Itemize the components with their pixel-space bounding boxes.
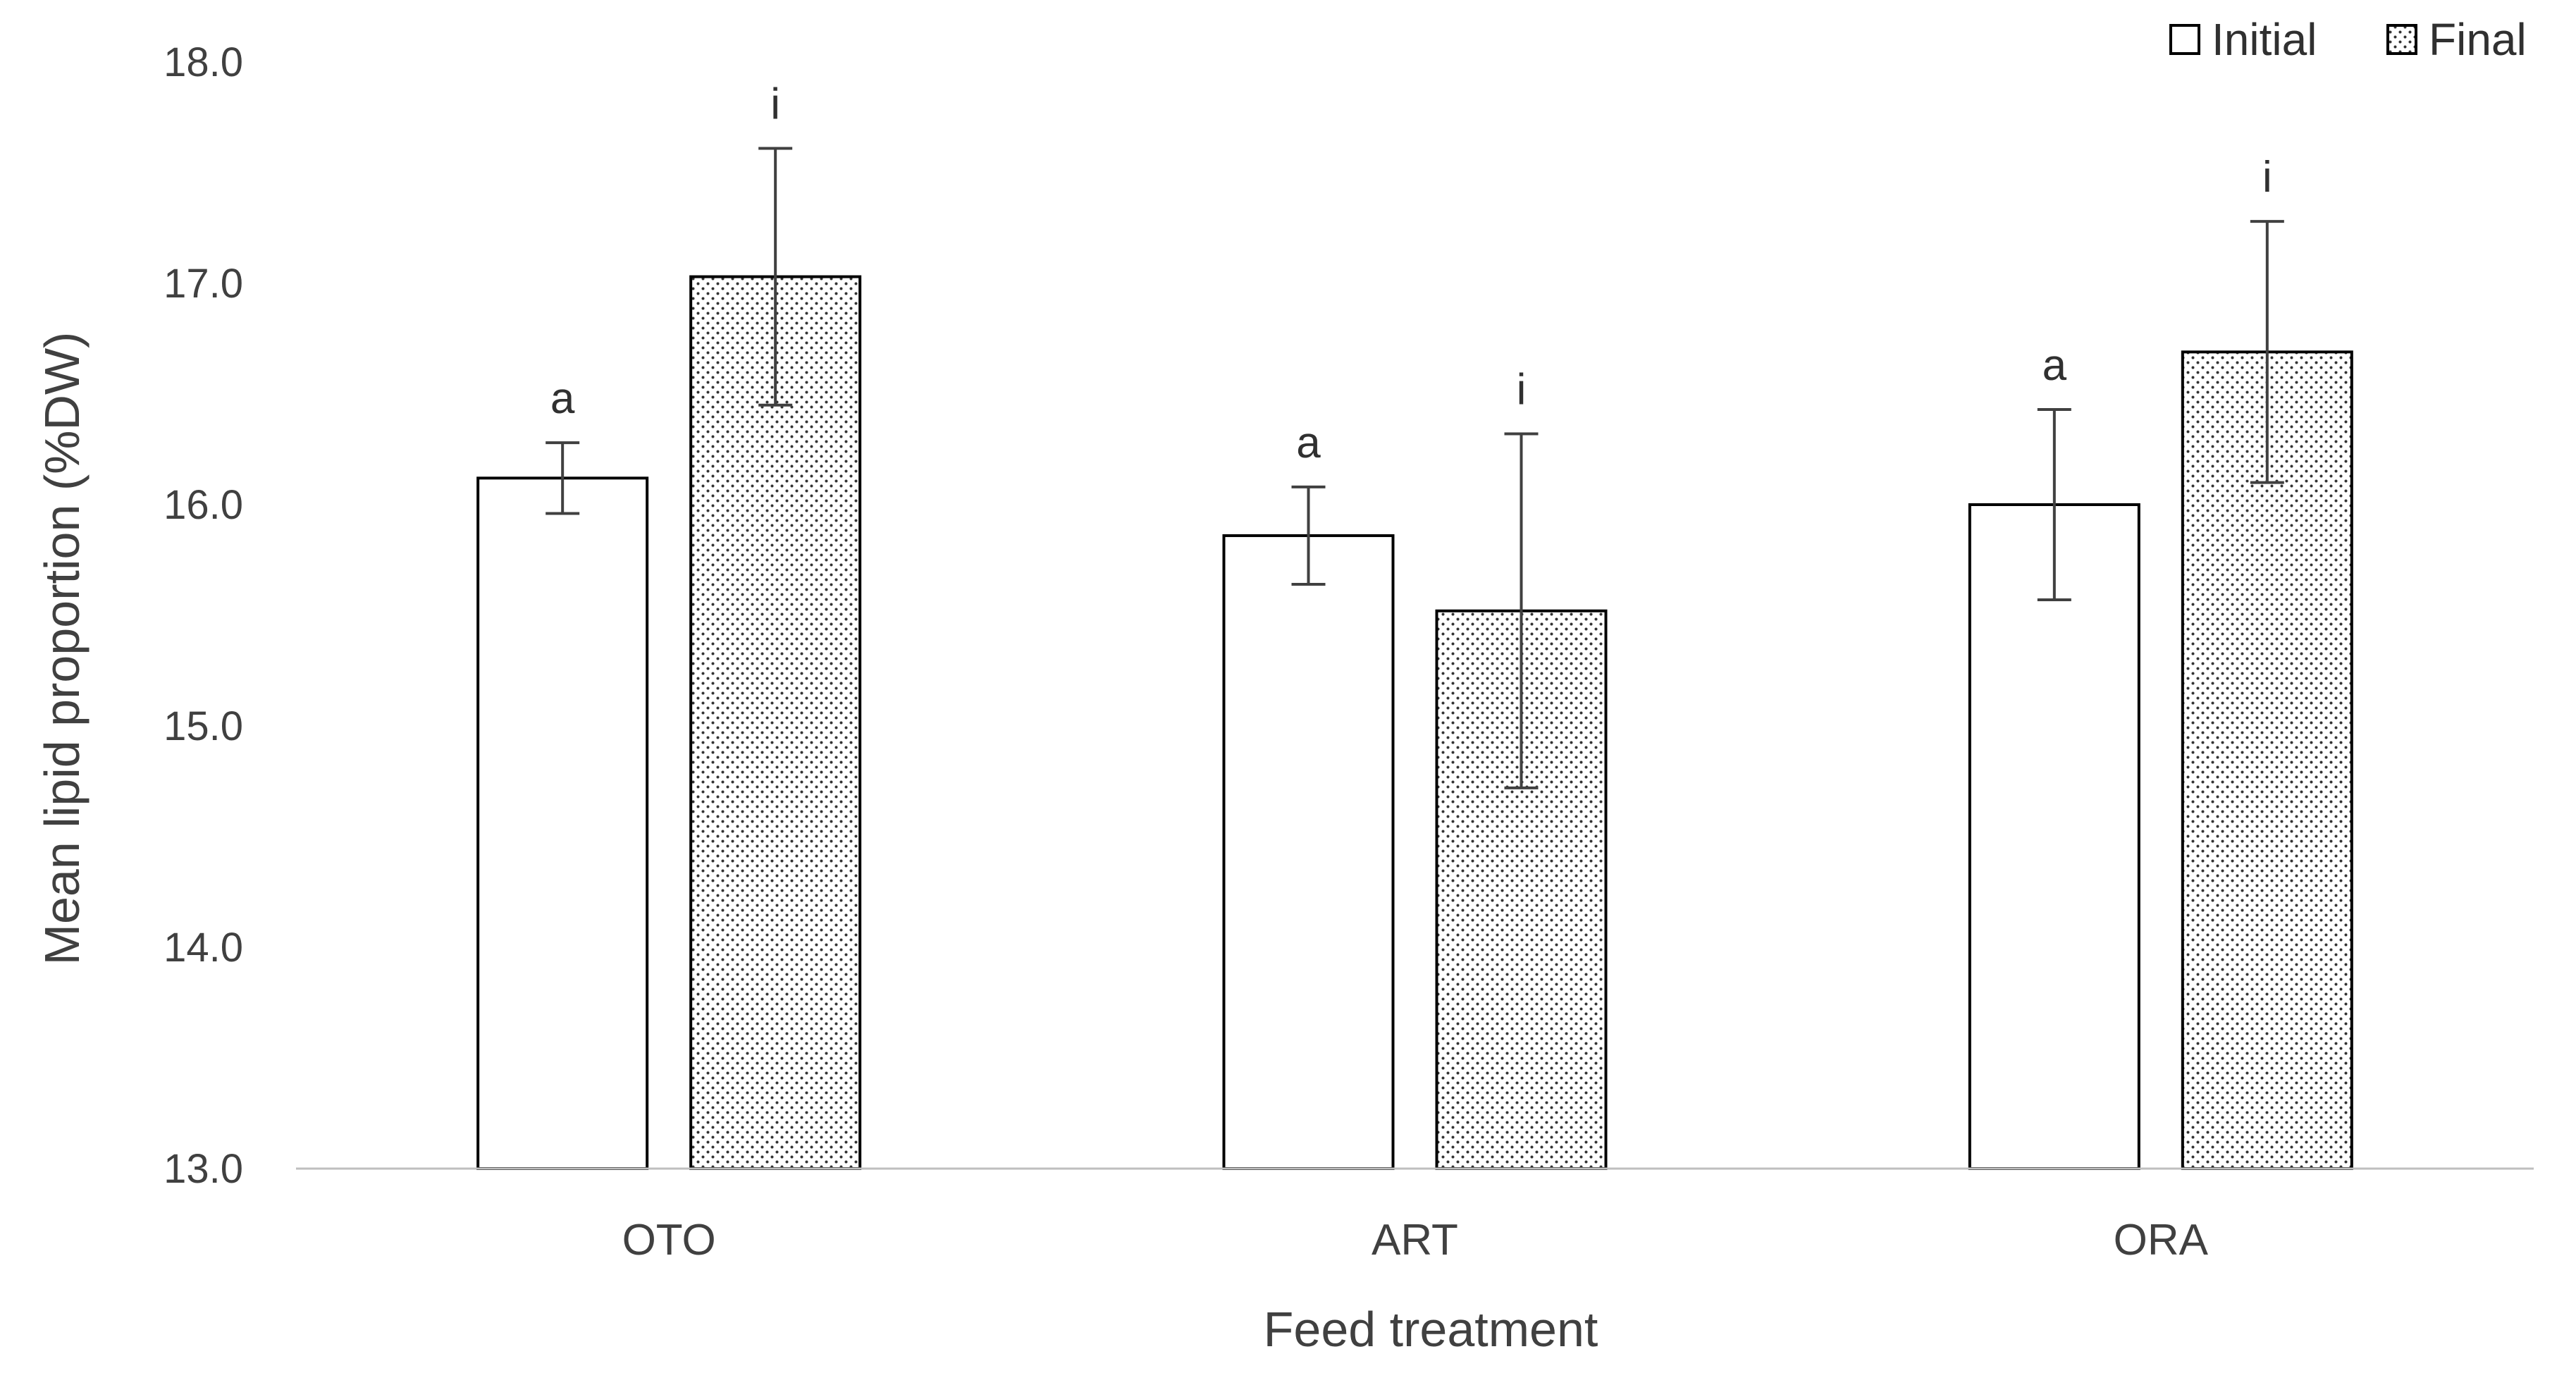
error-bar xyxy=(1291,485,1326,586)
significance-label: a xyxy=(1296,419,1321,467)
x-category-label: ORA xyxy=(2114,1216,2209,1264)
y-tick-label: 15.0 xyxy=(164,703,243,749)
error-bar xyxy=(2250,220,2284,484)
error-bar xyxy=(546,441,580,515)
legend-label-final: Final xyxy=(2429,14,2527,65)
bar-final-ora xyxy=(2181,350,2353,1171)
y-tick-label: 13.0 xyxy=(164,1146,243,1192)
significance-label: i xyxy=(1517,366,1527,414)
y-tick-label: 18.0 xyxy=(164,39,243,85)
bar-final-oto xyxy=(689,275,862,1171)
legend-label-initial: Initial xyxy=(2212,14,2317,65)
bar-initial-ora xyxy=(1968,503,2140,1170)
bars: a i a i a i xyxy=(476,80,2353,1171)
y-tick-label: 17.0 xyxy=(164,261,243,307)
bar-initial-oto xyxy=(476,476,649,1170)
significance-label: a xyxy=(2042,341,2067,390)
bar-initial-art xyxy=(1222,534,1395,1170)
x-category-label: OTO xyxy=(622,1216,716,1264)
significance-label: i xyxy=(2262,153,2272,202)
y-tick-label: 16.0 xyxy=(164,482,243,528)
y-axis-title: Mean lipid proportion (%DW) xyxy=(35,332,90,966)
error-bar xyxy=(2037,407,2071,602)
x-category-label: ART xyxy=(1372,1216,1458,1264)
x-axis-category-labels: OTO ART ORA xyxy=(622,1216,2209,1264)
significance-label: i xyxy=(770,80,780,128)
legend: Initial Final xyxy=(2169,14,2527,65)
error-bar xyxy=(1504,432,1539,789)
error-bar xyxy=(758,147,793,407)
y-tick-label: 14.0 xyxy=(164,925,243,971)
legend-swatch-final xyxy=(2386,24,2417,55)
y-axis-tick-labels: 13.0 14.0 15.0 16.0 17.0 18.0 xyxy=(164,39,243,1192)
significance-label: a xyxy=(550,374,575,423)
legend-swatch-initial xyxy=(2169,24,2200,55)
x-axis-title: Feed treatment xyxy=(1264,1302,1598,1357)
